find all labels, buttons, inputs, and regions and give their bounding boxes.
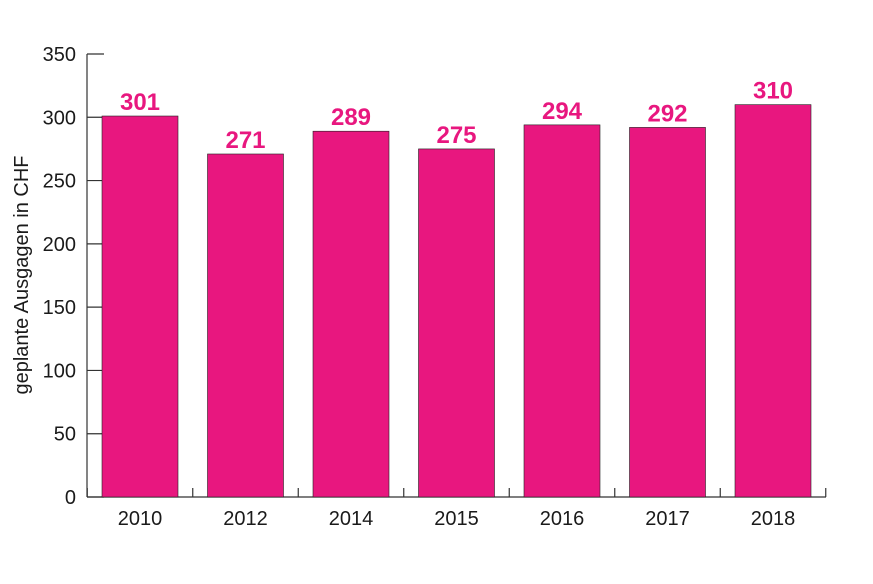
bar bbox=[312, 130, 390, 498]
y-axis: 0 50 100 150 200 250 300 350 bbox=[43, 44, 104, 509]
y-tick-label: 300 bbox=[43, 107, 76, 129]
y-tick-label: 250 bbox=[43, 171, 76, 193]
data-label: 271 bbox=[225, 127, 265, 154]
data-labels: 301 271 289 275 294 292 310 bbox=[120, 78, 793, 154]
bar bbox=[101, 115, 179, 498]
data-label: 294 bbox=[542, 98, 583, 125]
y-axis-title: geplante Ausgagen in CHF bbox=[11, 155, 33, 394]
bar bbox=[734, 104, 812, 498]
data-label: 301 bbox=[120, 89, 160, 116]
y-tick-label: 350 bbox=[43, 44, 76, 66]
x-tick-label: 2015 bbox=[434, 508, 479, 530]
bar bbox=[207, 153, 284, 498]
y-tick-label: 0 bbox=[65, 487, 76, 509]
y-tick-label: 50 bbox=[54, 424, 76, 446]
x-tick-label: 2017 bbox=[645, 508, 690, 530]
x-tick-label: 2018 bbox=[751, 508, 796, 530]
x-tick-label: 2014 bbox=[329, 508, 374, 530]
data-label: 292 bbox=[647, 100, 687, 127]
x-tick-label: 2010 bbox=[118, 508, 163, 530]
data-label: 275 bbox=[436, 122, 476, 149]
data-label: 310 bbox=[753, 78, 793, 105]
y-tick-label: 150 bbox=[43, 297, 76, 319]
bar bbox=[418, 148, 495, 498]
y-tick-label: 100 bbox=[43, 360, 76, 382]
bar bbox=[523, 124, 601, 498]
data-label: 289 bbox=[331, 104, 371, 131]
bars bbox=[101, 104, 812, 498]
x-tick-label: 2012 bbox=[223, 508, 268, 530]
y-tick-label: 200 bbox=[43, 234, 76, 256]
x-tick-label: 2016 bbox=[540, 508, 585, 530]
bar bbox=[629, 127, 706, 498]
